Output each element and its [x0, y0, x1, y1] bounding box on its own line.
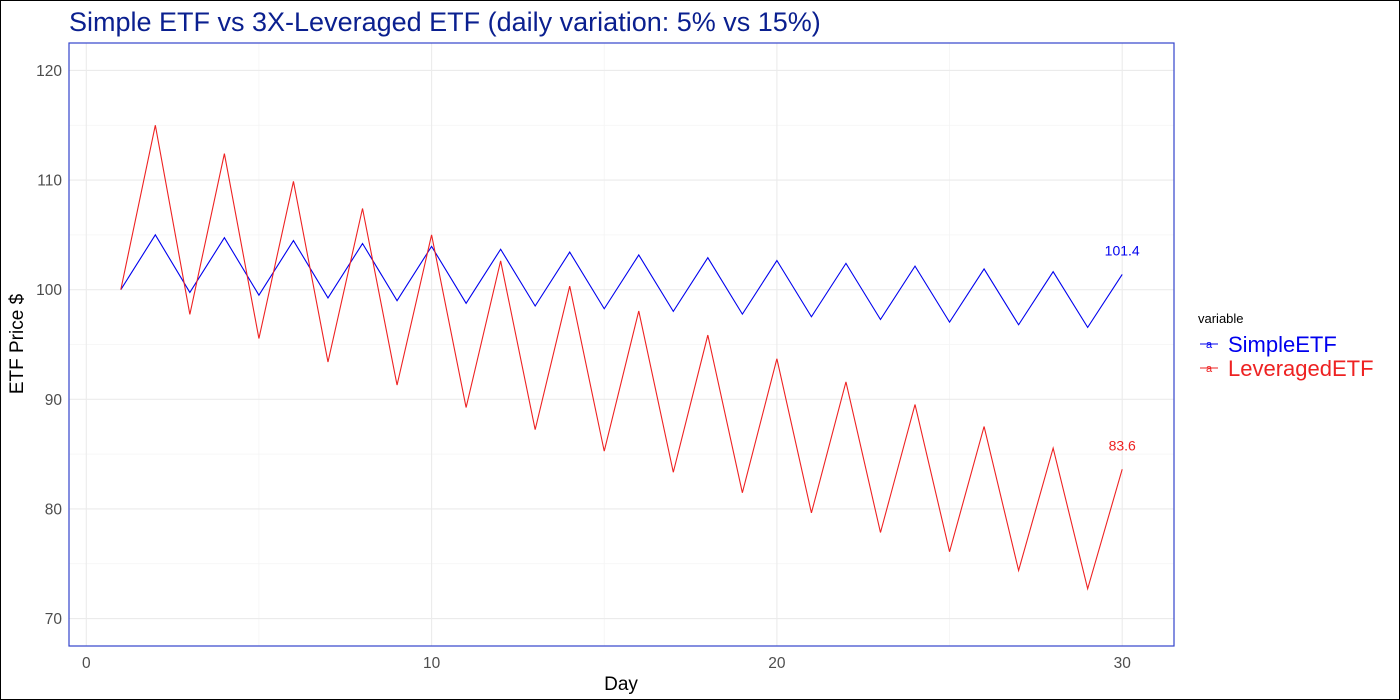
x-tick-label: 0	[82, 655, 91, 672]
y-axis-ticks: 70 80 90 100 110 120	[36, 63, 62, 628]
y-tick-label: 100	[36, 282, 62, 299]
panel-border	[68, 42, 1175, 647]
y-tick-label: 90	[45, 392, 63, 409]
y-tick-label: 70	[45, 611, 63, 628]
y-axis-title: ETF Price $	[7, 293, 28, 394]
grid	[69, 43, 1174, 646]
x-axis-ticks: 0 10 20 30	[82, 655, 1131, 672]
legend-items: a SimpleETF a LeveragedETF	[1200, 332, 1374, 381]
y-tick-label: 80	[45, 501, 63, 518]
legend-item-simpleetf: a SimpleETF	[1200, 332, 1337, 357]
legend: variable a SimpleETF a LeveragedETF	[1198, 311, 1374, 381]
y-tick-label: 120	[36, 63, 62, 80]
legend-title: variable	[1198, 311, 1244, 326]
legend-key-glyph: a	[1206, 339, 1213, 351]
legend-key-glyph: a	[1206, 363, 1213, 375]
series-line-leveragedetf	[120, 125, 1123, 591]
x-axis-title: Day	[604, 674, 638, 695]
series-lines	[120, 125, 1123, 591]
x-tick-label: 20	[768, 655, 786, 672]
end-label-leveragedetf: 83.6	[1109, 437, 1136, 453]
chart-title: Simple ETF vs 3X-Leveraged ETF (daily va…	[69, 7, 821, 37]
end-labels: 101.4 83.6	[1105, 242, 1140, 453]
legend-item-leveragedetf: a LeveragedETF	[1200, 356, 1374, 381]
x-tick-label: 30	[1114, 655, 1132, 672]
series-line-simpleetf	[120, 233, 1123, 329]
y-tick-label: 110	[37, 173, 62, 190]
legend-label: SimpleETF	[1228, 332, 1337, 357]
end-label-simpleetf: 101.4	[1105, 242, 1140, 258]
x-tick-label: 10	[423, 655, 441, 672]
legend-label: LeveragedETF	[1228, 356, 1374, 381]
